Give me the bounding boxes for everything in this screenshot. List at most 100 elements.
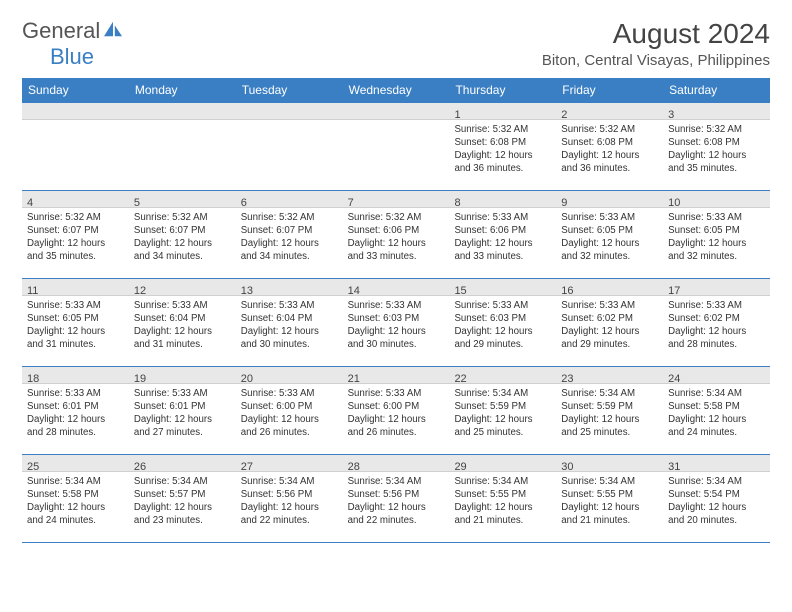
sunset-text: Sunset: 5:54 PM [668,488,765,501]
sunrise-text: Sunrise: 5:33 AM [241,299,338,312]
sunrise-text: Sunrise: 5:33 AM [668,299,765,312]
day-body: Sunrise: 5:34 AMSunset: 5:54 PMDaylight:… [663,472,770,531]
day-number-bar: 11 [22,279,129,296]
day-number-bar: 6 [236,191,343,208]
sunset-text: Sunset: 6:05 PM [561,224,658,237]
sunset-text: Sunset: 5:56 PM [241,488,338,501]
daylight-text: Daylight: 12 hours and 34 minutes. [134,237,231,263]
daylight-text: Daylight: 12 hours and 32 minutes. [668,237,765,263]
sunset-text: Sunset: 5:58 PM [27,488,124,501]
day-number-bar [343,103,450,120]
weekday-header: Wednesday [343,78,450,103]
day-cell: 14Sunrise: 5:33 AMSunset: 6:03 PMDayligh… [343,279,450,366]
day-cell: 21Sunrise: 5:33 AMSunset: 6:00 PMDayligh… [343,367,450,454]
sunrise-text: Sunrise: 5:32 AM [27,211,124,224]
sunrise-text: Sunrise: 5:33 AM [348,387,445,400]
sunset-text: Sunset: 6:04 PM [241,312,338,325]
daylight-text: Daylight: 12 hours and 32 minutes. [561,237,658,263]
logo-word1: General [22,18,100,43]
day-number: 19 [134,373,146,385]
sunset-text: Sunset: 6:02 PM [668,312,765,325]
day-number: 18 [27,373,39,385]
sunset-text: Sunset: 6:08 PM [561,136,658,149]
sunrise-text: Sunrise: 5:34 AM [348,475,445,488]
day-body: Sunrise: 5:33 AMSunset: 6:04 PMDaylight:… [129,296,236,355]
day-number: 1 [454,109,460,121]
day-cell: 31Sunrise: 5:34 AMSunset: 5:54 PMDayligh… [663,455,770,542]
day-body: Sunrise: 5:33 AMSunset: 6:02 PMDaylight:… [663,296,770,355]
sunrise-text: Sunrise: 5:34 AM [27,475,124,488]
daylight-text: Daylight: 12 hours and 27 minutes. [134,413,231,439]
day-body: Sunrise: 5:34 AMSunset: 5:56 PMDaylight:… [343,472,450,531]
day-body: Sunrise: 5:33 AMSunset: 6:00 PMDaylight:… [343,384,450,443]
day-cell [129,103,236,190]
day-cell: 5Sunrise: 5:32 AMSunset: 6:07 PMDaylight… [129,191,236,278]
day-cell: 23Sunrise: 5:34 AMSunset: 5:59 PMDayligh… [556,367,663,454]
weekday-header: Sunday [22,78,129,103]
title-block: August 2024 Biton, Central Visayas, Phil… [542,18,770,69]
daylight-text: Daylight: 12 hours and 29 minutes. [454,325,551,351]
day-number: 13 [241,285,253,297]
daylight-text: Daylight: 12 hours and 20 minutes. [668,501,765,527]
sunrise-text: Sunrise: 5:33 AM [134,299,231,312]
daylight-text: Daylight: 12 hours and 34 minutes. [241,237,338,263]
week-row: 11Sunrise: 5:33 AMSunset: 6:05 PMDayligh… [22,279,770,367]
day-cell: 17Sunrise: 5:33 AMSunset: 6:02 PMDayligh… [663,279,770,366]
day-body: Sunrise: 5:33 AMSunset: 6:05 PMDaylight:… [22,296,129,355]
day-body: Sunrise: 5:34 AMSunset: 5:55 PMDaylight:… [556,472,663,531]
sunset-text: Sunset: 6:05 PM [27,312,124,325]
sunrise-text: Sunrise: 5:33 AM [27,299,124,312]
sunset-text: Sunset: 5:56 PM [348,488,445,501]
daylight-text: Daylight: 12 hours and 24 minutes. [668,413,765,439]
sunset-text: Sunset: 5:59 PM [561,400,658,413]
daylight-text: Daylight: 12 hours and 25 minutes. [561,413,658,439]
day-number: 26 [134,461,146,473]
sunrise-text: Sunrise: 5:34 AM [454,387,551,400]
day-body: Sunrise: 5:33 AMSunset: 6:05 PMDaylight:… [663,208,770,267]
month-title: August 2024 [542,18,770,50]
daylight-text: Daylight: 12 hours and 28 minutes. [27,413,124,439]
sunset-text: Sunset: 6:03 PM [348,312,445,325]
sunrise-text: Sunrise: 5:34 AM [561,475,658,488]
sunset-text: Sunset: 6:00 PM [348,400,445,413]
day-body: Sunrise: 5:32 AMSunset: 6:07 PMDaylight:… [236,208,343,267]
weekday-header: Tuesday [236,78,343,103]
day-body: Sunrise: 5:33 AMSunset: 6:01 PMDaylight:… [129,384,236,443]
week-row: 4Sunrise: 5:32 AMSunset: 6:07 PMDaylight… [22,191,770,279]
day-number: 16 [561,285,573,297]
sunrise-text: Sunrise: 5:32 AM [348,211,445,224]
day-body: Sunrise: 5:34 AMSunset: 5:59 PMDaylight:… [449,384,556,443]
day-cell: 15Sunrise: 5:33 AMSunset: 6:03 PMDayligh… [449,279,556,366]
location-subtitle: Biton, Central Visayas, Philippines [542,52,770,69]
day-number-bar: 29 [449,455,556,472]
daylight-text: Daylight: 12 hours and 24 minutes. [27,501,124,527]
day-body: Sunrise: 5:34 AMSunset: 5:57 PMDaylight:… [129,472,236,531]
day-body: Sunrise: 5:33 AMSunset: 6:03 PMDaylight:… [343,296,450,355]
day-cell: 26Sunrise: 5:34 AMSunset: 5:57 PMDayligh… [129,455,236,542]
day-number-bar: 25 [22,455,129,472]
day-body: Sunrise: 5:33 AMSunset: 6:05 PMDaylight:… [556,208,663,267]
sunrise-text: Sunrise: 5:33 AM [561,299,658,312]
day-number: 22 [454,373,466,385]
daylight-text: Daylight: 12 hours and 21 minutes. [561,501,658,527]
day-number: 2 [561,109,567,121]
sunrise-text: Sunrise: 5:34 AM [134,475,231,488]
day-number: 17 [668,285,680,297]
sunrise-text: Sunrise: 5:32 AM [134,211,231,224]
day-number-bar: 9 [556,191,663,208]
sunrise-text: Sunrise: 5:33 AM [241,387,338,400]
day-cell: 16Sunrise: 5:33 AMSunset: 6:02 PMDayligh… [556,279,663,366]
day-cell: 11Sunrise: 5:33 AMSunset: 6:05 PMDayligh… [22,279,129,366]
daylight-text: Daylight: 12 hours and 23 minutes. [134,501,231,527]
day-number: 27 [241,461,253,473]
day-cell: 8Sunrise: 5:33 AMSunset: 6:06 PMDaylight… [449,191,556,278]
sunset-text: Sunset: 6:08 PM [668,136,765,149]
day-body: Sunrise: 5:32 AMSunset: 6:06 PMDaylight:… [343,208,450,267]
weekday-header: Friday [556,78,663,103]
day-number: 14 [348,285,360,297]
day-body: Sunrise: 5:33 AMSunset: 6:00 PMDaylight:… [236,384,343,443]
day-number-bar: 31 [663,455,770,472]
day-body [343,120,450,127]
weeks-container: 1 Sunrise: 5:32 AM Sunset: 6:08 PM Daylight… [22,103,770,543]
day-number-bar: 16 [556,279,663,296]
